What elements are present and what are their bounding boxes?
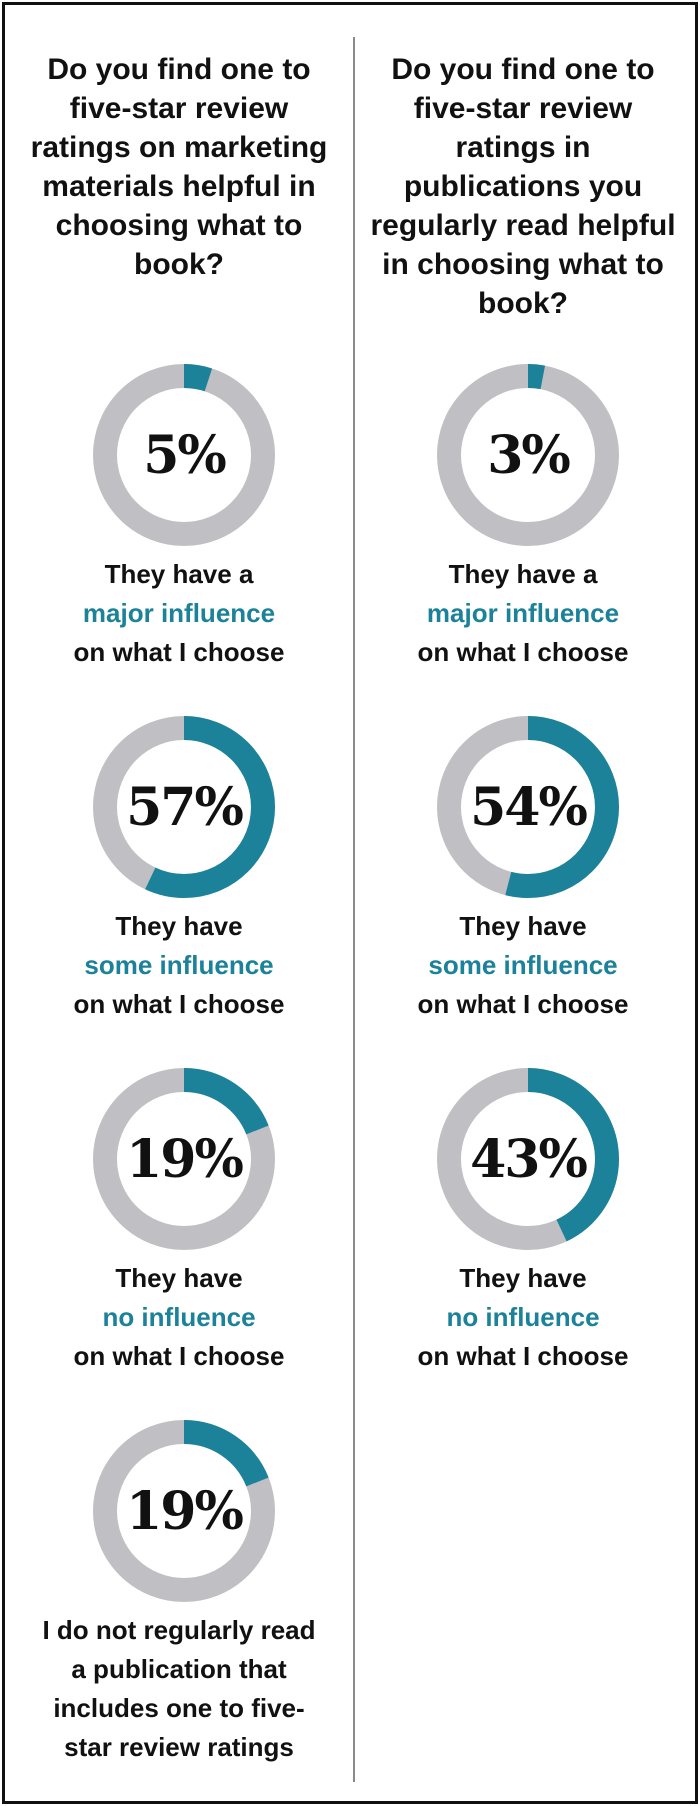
caption: They have a major influence on what I choo… — [353, 555, 693, 672]
left-question: Do you find one to five-star review rati… — [30, 53, 328, 281]
caption-line: some influence — [84, 950, 274, 980]
donut-svg — [437, 364, 619, 546]
donut-item: 54% They have some influence on what I choo… — [353, 712, 693, 1052]
donut-svg — [93, 716, 275, 898]
caption-line: They have a — [448, 559, 598, 589]
caption-line: on what I choose — [417, 637, 629, 667]
donut-svg — [437, 1068, 619, 1250]
caption-line: They have a — [104, 559, 254, 589]
caption: They have some influence on what I choose — [9, 907, 349, 1024]
caption: They have a major influence on what I choo… — [9, 555, 349, 672]
caption-line: on what I choose — [73, 1341, 285, 1371]
caption-line: includes one to five- — [53, 1693, 305, 1723]
donut-chart — [433, 360, 623, 550]
donut-chart — [89, 360, 279, 550]
caption-line: I do not regularly read — [42, 1615, 316, 1645]
caption: They have no influence on what I choose — [353, 1259, 693, 1376]
caption-line: star review ratings — [64, 1732, 294, 1762]
donut-item: 19% They have no influence on what I choose — [9, 1064, 349, 1404]
donut-item: 19% I do not regularly read a publication … — [9, 1416, 349, 1762]
donut-value-arc — [437, 1068, 619, 1250]
caption-line: a publication that — [71, 1654, 287, 1684]
caption-line: They have — [115, 911, 243, 941]
donut-value-arc — [93, 1420, 275, 1602]
donut-svg — [93, 364, 275, 546]
donut-value-arc — [93, 364, 275, 546]
donut-svg — [437, 716, 619, 898]
caption-line: on what I choose — [73, 989, 285, 1019]
caption-line: major influence — [426, 598, 620, 628]
percent-label: 43% — [470, 1128, 588, 1190]
donut-item: 43% They have no influence on what I choose — [353, 1064, 693, 1404]
percent-label: 19% — [126, 1480, 244, 1542]
donut-svg — [93, 1068, 275, 1250]
caption-line: no influence — [102, 1302, 256, 1332]
donut-value-arc — [93, 716, 275, 898]
caption-line: major influence — [82, 598, 276, 628]
caption-line: They have — [459, 911, 587, 941]
donut-svg — [93, 1420, 275, 1602]
column-divider — [353, 37, 355, 1782]
caption: They have some influence on what I choose — [353, 907, 693, 1024]
donut-item: 3% They have a major influence on what I ch… — [353, 360, 693, 700]
donut-chart — [89, 1064, 279, 1254]
caption: I do not regularly read a publication tha… — [9, 1611, 349, 1767]
caption-line: some influence — [428, 950, 618, 980]
percent-label: 5% — [143, 424, 227, 486]
donut-item: 57% They have some influence on what I choo… — [9, 712, 349, 1052]
caption-line: on what I choose — [73, 637, 285, 667]
caption-line: on what I choose — [417, 1341, 629, 1371]
donut-value-arc — [437, 716, 619, 898]
donut-value-arc — [437, 364, 619, 546]
donut-chart — [433, 712, 623, 902]
donut-chart — [89, 1416, 279, 1606]
caption: They have no influence on what I choose — [9, 1259, 349, 1376]
caption-line: on what I choose — [417, 989, 629, 1019]
donut-item: 5% They have a major influence on what I ch… — [9, 360, 349, 700]
caption-line: no influence — [446, 1302, 600, 1332]
percent-label: 54% — [470, 776, 588, 838]
donut-chart — [89, 712, 279, 902]
donut-value-arc — [93, 1068, 275, 1250]
caption-line: They have — [459, 1263, 587, 1293]
donut-chart — [433, 1064, 623, 1254]
percent-label: 19% — [126, 1128, 244, 1190]
percent-label: 3% — [487, 424, 571, 486]
caption-line: They have — [115, 1263, 243, 1293]
right-question: Do you find one to five-star review rati… — [370, 53, 676, 320]
percent-label: 57% — [126, 776, 244, 838]
